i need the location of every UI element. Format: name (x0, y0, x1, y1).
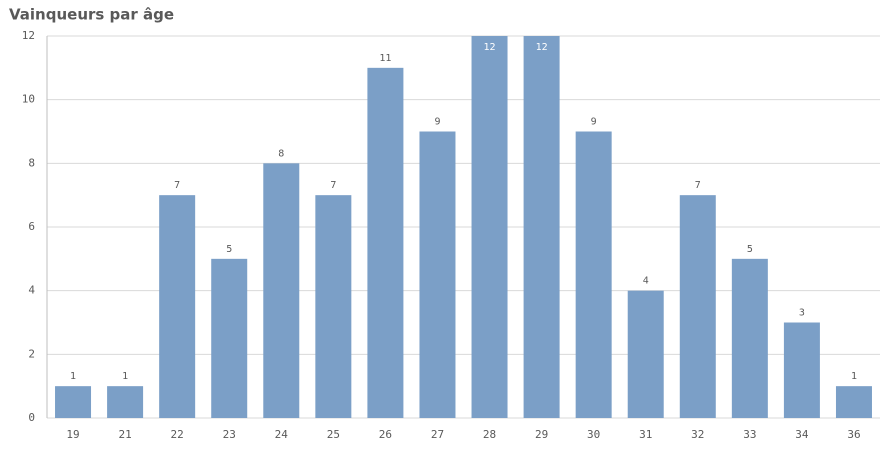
x-tick-label: 28 (483, 428, 496, 441)
x-tick-label: 31 (639, 428, 652, 441)
value-label: 7 (330, 180, 336, 191)
bar (783, 322, 820, 418)
x-tick-label: 32 (691, 428, 704, 441)
y-tick-label: 0 (28, 411, 35, 424)
x-tick-label: 26 (379, 428, 392, 441)
y-tick-label: 2 (28, 347, 35, 360)
bar (367, 67, 404, 418)
value-label: 9 (591, 117, 597, 128)
bar (627, 290, 664, 418)
value-label: 4 (643, 276, 649, 287)
bar (419, 131, 456, 418)
x-tick-label: 21 (118, 428, 131, 441)
bar (731, 258, 768, 418)
value-label: 5 (747, 244, 753, 255)
bar (471, 36, 508, 418)
y-tick-label: 8 (28, 156, 35, 169)
x-tick-label: 25 (327, 428, 340, 441)
value-label: 3 (799, 308, 805, 319)
value-label: 8 (278, 148, 284, 159)
value-label: 11 (379, 53, 391, 64)
x-tick-label: 34 (795, 428, 809, 441)
y-tick-label: 6 (28, 220, 35, 233)
y-tick-label: 10 (22, 93, 35, 106)
x-tick-label: 29 (535, 428, 548, 441)
x-tick-label: 23 (223, 428, 236, 441)
bar (107, 386, 144, 418)
bar (523, 36, 560, 418)
y-tick-label: 12 (22, 29, 35, 42)
value-label: 7 (695, 180, 701, 191)
bar (263, 163, 300, 418)
bar (315, 195, 352, 418)
bar (55, 386, 92, 418)
bar (835, 386, 872, 418)
x-tick-label: 33 (743, 428, 756, 441)
value-label: 1 (122, 371, 128, 382)
x-tick-label: 22 (171, 428, 184, 441)
value-label: 12 (536, 42, 548, 53)
x-tick-label: 30 (587, 428, 600, 441)
value-label: 12 (484, 42, 496, 53)
value-label: 1 (851, 371, 857, 382)
bar (679, 195, 716, 418)
value-label: 1 (70, 371, 76, 382)
value-label: 5 (226, 244, 232, 255)
value-label: 9 (434, 117, 440, 128)
x-tick-label: 24 (275, 428, 289, 441)
bar (159, 195, 196, 418)
x-tick-label: 19 (66, 428, 79, 441)
x-tick-label: 27 (431, 428, 444, 441)
y-tick-label: 4 (28, 284, 35, 297)
bar (211, 258, 248, 418)
x-tick-label: 36 (847, 428, 860, 441)
value-label: 7 (174, 180, 180, 191)
chart-title: Vainqueurs par âge (9, 6, 174, 24)
bar (575, 131, 612, 418)
